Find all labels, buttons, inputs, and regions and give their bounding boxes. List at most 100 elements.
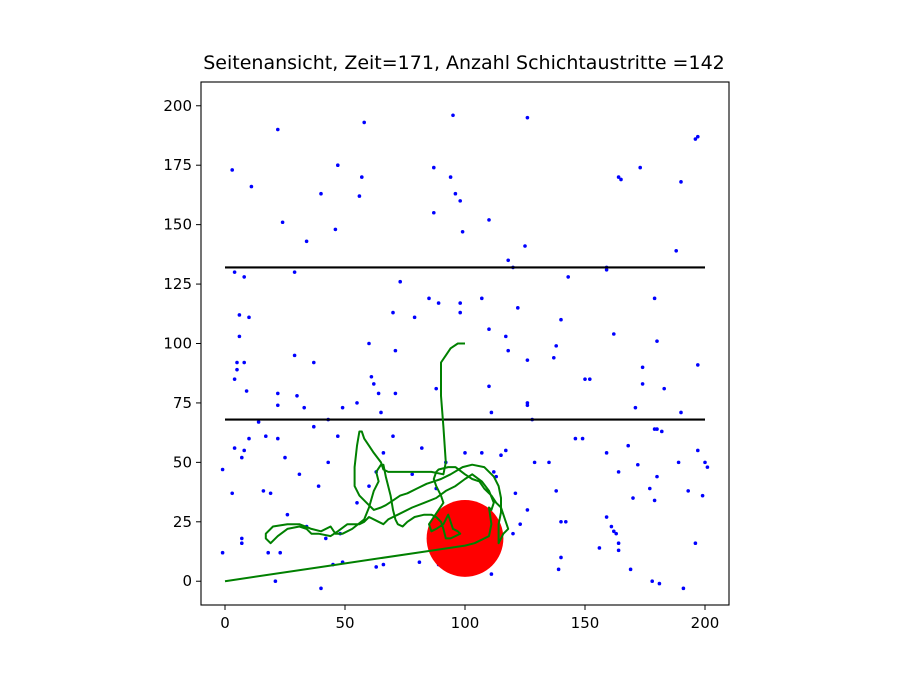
scatter-point-47	[302, 405, 307, 410]
scatter-point-158	[696, 448, 700, 453]
scatter-point-142	[609, 524, 614, 529]
scatter-point-81	[559, 317, 563, 322]
scatter-point-8	[357, 194, 362, 198]
scatter-point-93	[696, 363, 700, 367]
scatter-point-175	[417, 560, 422, 565]
scatter-point-90	[655, 339, 659, 343]
y-tick-label-50: 50	[173, 453, 192, 471]
scatter-point-67	[480, 296, 484, 301]
scatter-point-111	[326, 460, 331, 465]
scatter-point-126	[492, 470, 496, 474]
scatter-point-21	[523, 244, 527, 248]
scatter-point-70	[489, 410, 494, 415]
scatter-point-146	[616, 548, 621, 553]
scatter-point-40	[232, 377, 237, 381]
scatter-point-80	[566, 275, 570, 279]
scatter-point-163	[220, 550, 225, 555]
x-tick-label-0: 0	[220, 614, 230, 632]
scatter-point-130	[513, 491, 518, 496]
scatter-point-72	[506, 348, 511, 353]
scatter-point-82	[583, 377, 587, 381]
scatter-point-152	[648, 486, 652, 491]
x-tick-label-200: 200	[691, 614, 720, 632]
scatter-point-20	[506, 258, 511, 263]
scatter-point-65	[458, 301, 463, 305]
y-tick-label-75: 75	[173, 394, 192, 412]
scatter-point-60	[393, 391, 398, 396]
scatter-point-91	[662, 386, 666, 391]
scatter-point-148	[616, 470, 621, 474]
scatter-point-167	[278, 550, 283, 555]
trajectory-path	[224, 342, 510, 583]
scatter-point-24	[616, 175, 621, 179]
scatter-point-5	[249, 184, 254, 189]
scatter-point-145	[616, 541, 621, 545]
scatter-point-104	[268, 491, 273, 496]
scatter-point-164	[240, 541, 244, 545]
scatter-point-112	[336, 434, 340, 439]
scatter-point-39	[235, 367, 239, 372]
scatter-point-103	[261, 489, 266, 493]
scatter-point-173	[374, 565, 379, 569]
scatter-point-11	[333, 227, 338, 232]
scatter-point-44	[276, 403, 280, 408]
chart-title: Seitenansicht, Zeit=171, Anzahl Schichta…	[203, 52, 725, 74]
scatter-point-156	[676, 460, 681, 465]
scatter-point-149	[626, 443, 630, 448]
scatter-point-109	[312, 424, 316, 429]
scatter-point-25	[619, 177, 623, 182]
scatter-point-116	[367, 484, 371, 488]
scatter-point-7	[360, 175, 364, 179]
scatter-point-98	[232, 446, 237, 450]
scatter-point-66	[458, 310, 463, 315]
scatter-point-121	[420, 446, 424, 450]
scatter-point-2	[451, 113, 455, 118]
scatter-point-141	[604, 515, 609, 519]
scatter-point-36	[237, 334, 242, 339]
scatter-point-101	[247, 436, 251, 441]
scatter-point-62	[427, 296, 431, 301]
y-axis: 0 25 50 75 100 125 150 175 200	[163, 97, 201, 590]
scatter-point-133	[532, 460, 537, 465]
scatter-point-10	[280, 220, 285, 225]
scatter-point-33	[292, 270, 297, 274]
scatter-point-37	[235, 360, 239, 365]
scatter-point-134	[547, 460, 551, 465]
scatter-point-0	[276, 127, 280, 132]
scatter-point-53	[369, 374, 374, 379]
scatter-point-14	[448, 175, 453, 179]
scatter-point-179	[489, 572, 494, 576]
scatter-point-32	[242, 275, 246, 279]
scatter-point-184	[657, 581, 662, 586]
scatter-point-54	[372, 382, 376, 386]
scatter-point-157	[686, 489, 690, 493]
scatter-point-118	[381, 451, 386, 455]
scatter-point-147	[604, 451, 609, 455]
scatter-point-64	[434, 386, 439, 391]
scatter-point-102	[264, 434, 268, 439]
scatter-point-168	[266, 550, 271, 555]
scatter-point-78	[552, 355, 556, 360]
scatter-point-57	[391, 310, 395, 315]
scatter-point-155	[660, 429, 664, 434]
scatter-point-120	[410, 472, 415, 477]
scatter-point-63	[436, 301, 441, 305]
scatter-point-29	[696, 134, 700, 139]
scatter-point-69	[487, 327, 491, 332]
x-tick-label-100: 100	[451, 614, 480, 632]
scatter-point-159	[700, 493, 705, 498]
scatter-point-160	[703, 460, 707, 465]
scatter-point-12	[304, 239, 309, 244]
scatter-point-4	[230, 168, 234, 172]
y-tick-label-0: 0	[182, 572, 192, 590]
scatter-point-182	[628, 567, 633, 572]
scatter-point-97	[230, 491, 234, 496]
scatter-point-186	[511, 531, 515, 536]
scatter-point-71	[504, 334, 508, 339]
scatter-point-56	[379, 410, 383, 415]
scatter-point-28	[693, 137, 698, 141]
scatter-point-100	[242, 448, 246, 453]
scatter-point-144	[614, 531, 618, 536]
scatter-point-17	[432, 210, 436, 215]
